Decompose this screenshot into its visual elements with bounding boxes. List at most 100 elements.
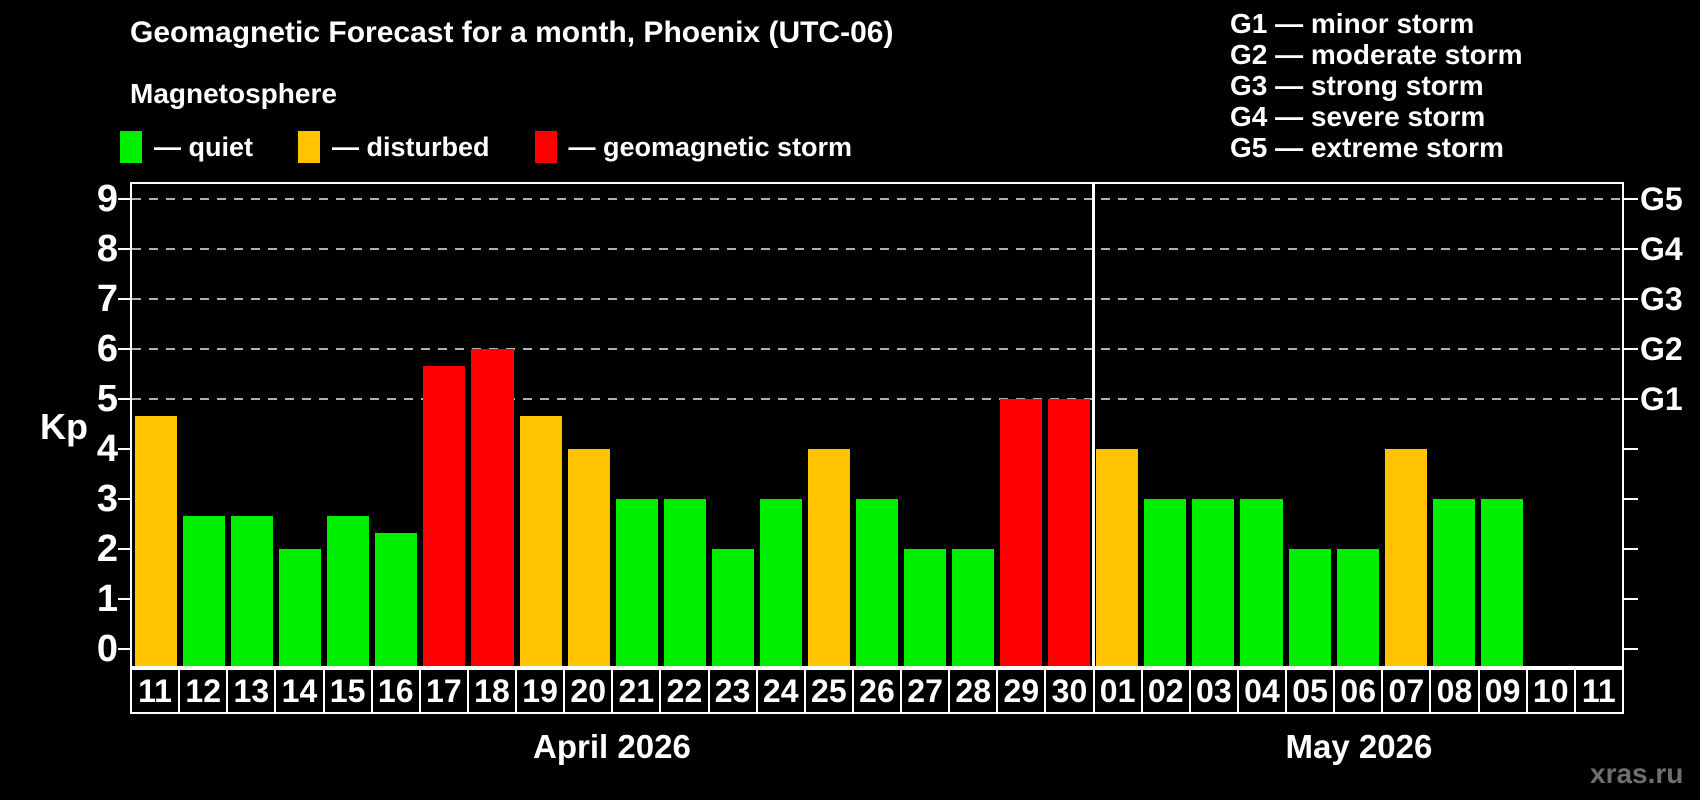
bar-may-01 [1096, 449, 1139, 666]
bar-cell-april-28 [949, 184, 997, 666]
g-scale-legend: G1 — minor storm G2 — moderate storm G3 — … [1230, 8, 1523, 163]
bar-april-29 [1000, 399, 1043, 666]
day-axis: 11 12 13 14 15 16 17 18 19 20 21 22 23 24 25 26 27 28 29 30… [130, 668, 1624, 714]
y-axis-tick-left-3 [118, 498, 130, 500]
y-tick-label-5: 5 [96, 378, 118, 420]
y-axis-tick-right-2 [1624, 548, 1638, 550]
bar-april-20 [567, 449, 610, 666]
y-tick-label-1: 1 [96, 578, 118, 620]
day-label-may-11: 11 [1573, 668, 1624, 714]
y-axis-tick-right-8 [1624, 248, 1638, 250]
g-level-label-G3: G3 [1640, 281, 1683, 317]
legend-label-disturbed: — disturbed [332, 131, 490, 162]
bar-april-22 [663, 499, 706, 666]
bar-cell-april-18 [468, 184, 516, 666]
day-label-april-12: 12 [178, 668, 229, 714]
y-axis-tick-left-1 [118, 598, 130, 600]
bar-april-11 [135, 415, 178, 666]
y-tick-label-0: 0 [96, 628, 118, 670]
y-axis-tick-left-2 [118, 548, 130, 550]
bar-cell-april-26 [853, 184, 901, 666]
bar-cell-may-09 [1478, 184, 1526, 666]
day-label-april-26: 26 [851, 668, 902, 714]
disturbed-color-swatch-icon [298, 131, 320, 163]
bar-april-12 [183, 515, 226, 666]
page-title: Geomagnetic Forecast for a month, Phoeni… [130, 16, 894, 49]
bar-cell-april-12 [180, 184, 228, 666]
bar-cell-may-02 [1141, 184, 1189, 666]
y-axis-tick-left-8 [118, 248, 130, 250]
bar-cell-april-29 [997, 184, 1045, 666]
bar-cell-april-11 [132, 184, 180, 666]
bar-may-06 [1336, 549, 1379, 666]
day-label-april-11: 11 [130, 668, 181, 714]
bar-april-26 [855, 499, 898, 666]
y-axis-tick-right-6 [1624, 348, 1638, 350]
bar-april-15 [327, 515, 370, 666]
day-label-april-14: 14 [274, 668, 325, 714]
y-axis-tick-right-5 [1624, 398, 1638, 400]
y-axis-tick-right-7 [1624, 298, 1638, 300]
bar-cell-may-10 [1526, 184, 1574, 666]
day-label-may-08: 08 [1429, 668, 1480, 714]
month-labels: April 2026 May 2026 [130, 728, 1624, 772]
y-tick-label-7: 7 [96, 278, 118, 320]
bar-may-04 [1240, 499, 1283, 666]
bar-cell-april-23 [709, 184, 757, 666]
day-label-april-25: 25 [803, 668, 854, 714]
bar-april-21 [615, 499, 658, 666]
bar-may-08 [1432, 499, 1475, 666]
bar-april-19 [519, 415, 562, 666]
bar-cell-april-24 [757, 184, 805, 666]
day-label-april-20: 20 [563, 668, 614, 714]
month-separator [1092, 184, 1096, 666]
bar-cell-april-13 [228, 184, 276, 666]
y-axis-tick-right-0 [1624, 648, 1638, 650]
bar-april-27 [904, 549, 947, 666]
y-axis-tick-right-3 [1624, 498, 1638, 500]
magnetosphere-subtitle: Magnetosphere [130, 78, 337, 109]
day-label-april-13: 13 [226, 668, 277, 714]
gridline-kp-9 [132, 198, 1622, 200]
bar-cell-april-14 [276, 184, 324, 666]
bar-april-23 [711, 549, 754, 666]
bar-april-18 [471, 349, 514, 666]
plot-area: 0 1 2 3 4 5 6 7 8 9 G1 G2 G3 G4 G5 [97, 180, 1683, 668]
bar-cell-april-30 [1045, 184, 1093, 666]
day-label-may-07: 07 [1381, 668, 1432, 714]
y-axis-tick-left-0 [118, 648, 130, 650]
y-tick-label-4: 4 [96, 428, 118, 470]
day-label-april-22: 22 [659, 668, 710, 714]
y-axis-tick-left-6 [118, 348, 130, 350]
y-tick-label-2: 2 [96, 528, 118, 570]
day-label-april-15: 15 [322, 668, 373, 714]
bar-cell-may-06 [1334, 184, 1382, 666]
g-level-label-G1: G1 [1640, 381, 1683, 417]
bar-april-17 [423, 365, 466, 666]
g-legend-line-1: G1 — minor storm [1230, 8, 1475, 39]
watermark: xras.ru [1590, 758, 1684, 789]
day-label-may-03: 03 [1188, 668, 1239, 714]
y-axis-tick-right-9 [1624, 198, 1638, 200]
legend-label-quiet: — quiet [154, 131, 253, 162]
day-label-april-24: 24 [755, 668, 806, 714]
y-axis-tick-left-7 [118, 298, 130, 300]
bar-cell-may-11 [1574, 184, 1622, 666]
legend-item-quiet: — quiet [120, 131, 253, 163]
bar-cell-april-25 [805, 184, 853, 666]
y-tick-label-9: 9 [96, 178, 118, 220]
bar-cell-april-17 [420, 184, 468, 666]
bar-cell-april-27 [901, 184, 949, 666]
bar-cell-may-08 [1430, 184, 1478, 666]
g-legend-line-5: G5 — extreme storm [1230, 132, 1504, 163]
legend-label-storm: — geomagnetic storm [568, 131, 853, 162]
bar-cell-april-21 [613, 184, 661, 666]
bar-april-30 [1048, 399, 1091, 666]
gridline-kp-8 [132, 248, 1622, 250]
bar-may-02 [1144, 499, 1187, 666]
day-label-april-16: 16 [370, 668, 421, 714]
day-label-may-01: 01 [1092, 668, 1143, 714]
day-label-april-30: 30 [1044, 668, 1095, 714]
y-axis-tick-right-4 [1624, 448, 1638, 450]
quiet-color-swatch-icon [120, 131, 142, 163]
